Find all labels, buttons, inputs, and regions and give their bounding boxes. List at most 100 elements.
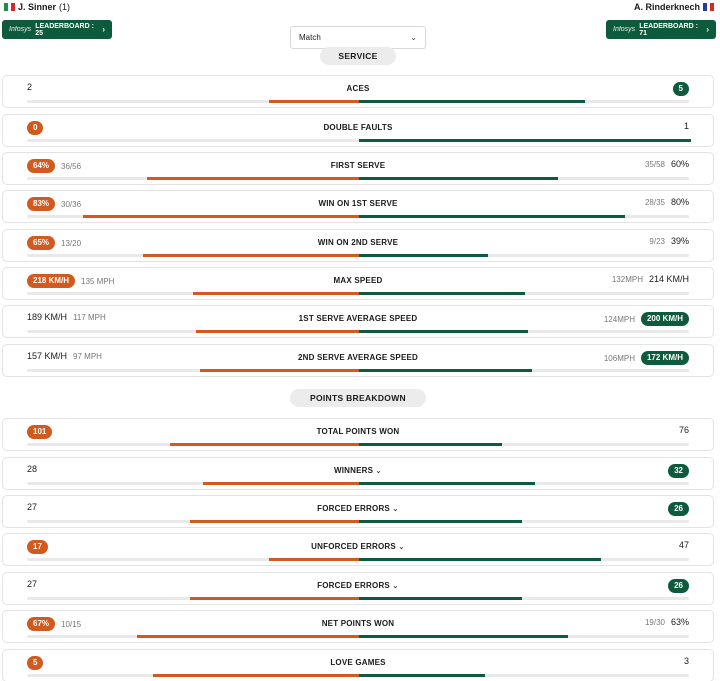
stat-label-text: WIN ON 2ND SERVE — [317, 238, 399, 247]
comparison-track — [27, 177, 689, 180]
right-value-group: 124MPH 200 KM/H — [604, 312, 689, 326]
comparison-track — [27, 558, 689, 561]
right-value-group: 35/58 60% — [645, 159, 689, 169]
left-value: 67% — [27, 617, 56, 631]
stat-label-text: ACES — [346, 84, 370, 93]
right-value: 63% — [670, 617, 689, 627]
left-bar — [189, 597, 359, 600]
right-bar — [359, 443, 502, 446]
player-right-name: A. Rinderknech — [633, 2, 700, 12]
comparison-track — [27, 100, 689, 103]
stat-label: DOUBLE FAULTS — [3, 123, 713, 132]
stat-label: WIN ON 1ST SERVE — [3, 199, 713, 208]
stat-label-text: FORCED ERRORS — [317, 581, 390, 590]
leaderboard-left-label: LEADERBOARD : 25 — [35, 22, 94, 37]
stat-label[interactable]: WINNERS ⌄ — [3, 466, 713, 475]
left-bar — [136, 635, 359, 638]
right-value: 172 KM/H — [640, 351, 689, 365]
right-subvalue: 106MPH — [603, 353, 635, 363]
right-bar — [359, 558, 602, 561]
comparison-track — [27, 139, 691, 142]
right-value-group: 19/30 63% — [645, 617, 689, 627]
right-value-group: 47 — [679, 540, 689, 550]
left-subvalue: 13/20 — [61, 238, 82, 248]
stat-label[interactable]: FORCED ERRORS ⌄ — [3, 581, 713, 590]
chevron-down-icon[interactable]: ⌄ — [375, 466, 383, 475]
player-right: A. Rinderknech — [633, 2, 715, 12]
left-value-group: 2 — [27, 82, 32, 92]
stat-row[interactable]: 28 WINNERS ⌄ 32 — [2, 457, 714, 490]
player-left-name: J. Sinner — [18, 2, 57, 12]
stat-label[interactable]: UNFORCED ERRORS ⌄ — [3, 542, 713, 551]
stat-label-text: FORCED ERRORS — [317, 504, 390, 513]
left-subvalue: 10/15 — [61, 619, 82, 629]
right-bar — [359, 215, 625, 218]
right-value-group: 32 — [668, 464, 689, 478]
left-bar — [169, 443, 359, 446]
left-value: 5 — [27, 656, 44, 670]
stat-row[interactable]: 27 FORCED ERRORS ⌄ 26 — [2, 495, 714, 528]
leaderboard-right-label: LEADERBOARD : 71 — [639, 22, 698, 37]
stat-label[interactable]: FORCED ERRORS ⌄ — [3, 504, 713, 513]
left-value: 218 KM/H — [27, 274, 76, 288]
infosys-logo: Infosys — [9, 26, 32, 33]
left-bar — [146, 177, 359, 180]
right-bar — [359, 139, 691, 142]
stat-label-text: NET POINTS WON — [321, 619, 395, 628]
left-subvalue: 30/36 — [61, 199, 82, 209]
leaderboard-right-button[interactable]: Infosys LEADERBOARD : 71 › — [606, 20, 716, 39]
left-value: 83% — [27, 197, 56, 211]
comparison-track — [27, 482, 689, 485]
stat-row[interactable]: 17 UNFORCED ERRORS ⌄ 47 — [2, 533, 714, 566]
stat-label-text: 2ND SERVE AVERAGE SPEED — [297, 353, 419, 362]
right-value: 39% — [670, 236, 689, 246]
stat-row[interactable]: 27 FORCED ERRORS ⌄ 26 — [2, 572, 714, 605]
stat-row: 64% 36/56 FIRST SERVE 35/58 60% — [2, 152, 714, 185]
right-value: 214 KM/H — [648, 274, 689, 284]
leaderboard-left-button[interactable]: Infosys LEADERBOARD : 25 › — [2, 20, 112, 39]
section-points-breakdown: POINTS BREAKDOWN — [290, 389, 426, 407]
right-value: 60% — [670, 159, 689, 169]
stat-label-text: WIN ON 1ST SERVE — [318, 199, 398, 208]
left-value: 2 — [27, 82, 33, 92]
stat-label-text: DOUBLE FAULTS — [323, 123, 393, 132]
left-value-group: 189 KM/H 117 MPH — [27, 312, 106, 322]
comparison-track — [27, 292, 689, 295]
stat-label: TOTAL POINTS WON — [3, 427, 713, 436]
left-value-group: 157 KM/H 97 MPH — [27, 351, 102, 361]
right-value-group: 26 — [668, 579, 689, 593]
left-value-group: 27 — [27, 579, 37, 589]
right-value-group: 28/35 80% — [645, 197, 689, 207]
right-value-group: 1 — [684, 121, 689, 131]
left-value-group: 65% 13/20 — [27, 236, 81, 250]
right-value-group: 5 — [672, 82, 689, 96]
left-value: 157 KM/H — [27, 351, 68, 361]
stat-row: 2 ACES 5 — [2, 75, 714, 108]
comparison-track — [27, 215, 689, 218]
chevron-down-icon[interactable]: ⌄ — [397, 542, 405, 551]
stat-row: 5 LOVE GAMES 3 — [2, 649, 714, 681]
player-left: J. Sinner (1) — [4, 2, 70, 12]
stat-label: NET POINTS WON — [3, 619, 713, 628]
stat-row: 0 DOUBLE FAULTS 1 — [2, 114, 714, 147]
left-bar — [202, 482, 359, 485]
left-bar — [153, 674, 359, 677]
right-value: 76 — [678, 425, 689, 435]
chevron-down-icon[interactable]: ⌄ — [391, 504, 399, 513]
left-value: 0 — [27, 121, 44, 135]
right-bar — [359, 597, 522, 600]
chevron-down-icon[interactable]: ⌄ — [391, 581, 399, 590]
stat-label-text: TOTAL POINTS WON — [316, 427, 400, 436]
comparison-track — [27, 330, 689, 333]
stat-row: 189 KM/H 117 MPH 1ST SERVE AVERAGE SPEED 12… — [2, 305, 714, 338]
left-value: 189 KM/H — [27, 312, 68, 322]
stat-row: 83% 30/36 WIN ON 1ST SERVE 28/35 80% — [2, 190, 714, 223]
stat-label: FIRST SERVE — [3, 161, 713, 170]
match-dropdown[interactable]: Match ⌄ — [290, 26, 426, 49]
stat-label-text: FIRST SERVE — [330, 161, 386, 170]
right-value: 3 — [683, 656, 689, 666]
left-subvalue: 36/56 — [61, 161, 82, 171]
left-subvalue: 135 MPH — [81, 276, 115, 286]
left-value-group: 83% 30/36 — [27, 197, 81, 211]
right-subvalue: 9/23 — [649, 236, 665, 246]
